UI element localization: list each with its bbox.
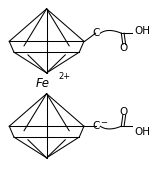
Text: OH: OH: [134, 26, 150, 36]
Text: 2+: 2+: [58, 72, 70, 80]
Text: OH: OH: [134, 127, 150, 137]
Text: C: C: [93, 28, 100, 38]
Text: −: −: [100, 118, 107, 127]
Text: O: O: [119, 107, 128, 117]
Text: O: O: [119, 43, 128, 53]
Text: C: C: [93, 121, 100, 131]
Text: Fe: Fe: [36, 77, 50, 90]
